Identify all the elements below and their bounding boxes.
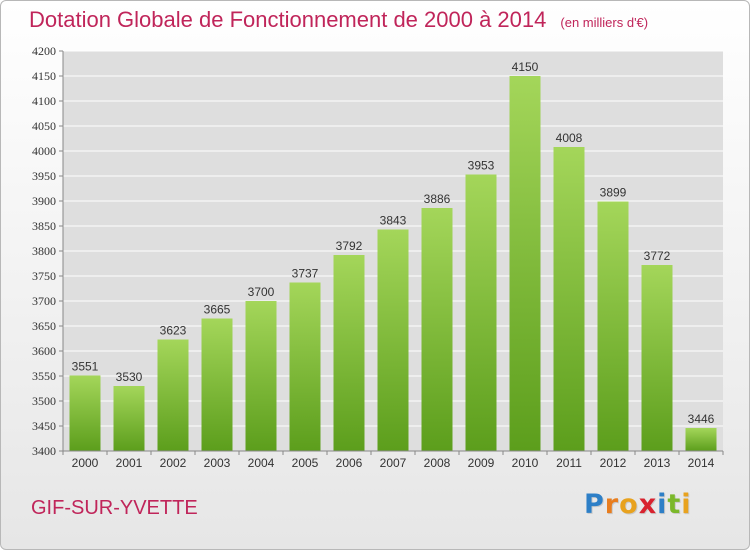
bar-2005 [289,282,321,451]
bar-2014 [685,428,717,451]
x-tick-label: 2011 [556,456,582,470]
logo-letter: o [619,489,639,520]
y-tick-label: 3650 [32,319,56,333]
x-tick-label: 2014 [688,456,715,470]
bar-value-label: 3551 [72,360,99,374]
y-axis: 3400 3450 3500 3550 3600 3650 3700 3750 3800 3850… [32,44,64,458]
y-tick-label: 3500 [32,394,56,408]
bar-2001 [113,386,145,451]
y-tick-label: 3800 [32,244,56,258]
bar-value-label: 3772 [644,249,671,263]
logo-letter: P [584,489,605,520]
bar-value-label: 3792 [336,239,363,253]
x-tick-label: 2004 [248,456,275,470]
bar-2010 [509,76,541,451]
x-tick-label: 2008 [424,456,451,470]
y-tick-label: 4150 [32,69,56,83]
bar-2000 [69,375,101,451]
y-tick-label: 3950 [32,169,56,183]
y-tick-label: 3700 [32,294,56,308]
bar-2011 [553,147,585,451]
y-tick-label: 3400 [32,444,56,458]
x-axis: 2000 2001 2002 2003 2004 2005 2006 2007 2008 2009… [62,450,724,470]
city-name: GIF-SUR-YVETTE [31,497,198,519]
logo-letter: i [657,489,668,520]
x-tick-label: 2013 [644,456,671,470]
bar-value-label: 3886 [424,192,451,206]
bar-2006 [333,255,365,451]
y-tick-label: 4100 [32,94,56,108]
x-tick-label: 2005 [292,456,319,470]
y-tick-label: 3450 [32,419,56,433]
x-tick-label: 2006 [336,456,363,470]
y-tick-label: 3600 [32,344,56,358]
x-tick-label: 2001 [116,456,143,470]
y-tick-label: 3550 [32,369,56,383]
x-tick-label: 2010 [512,456,539,470]
y-tick-label: 3750 [32,269,56,283]
bar-value-label: 3530 [116,370,143,384]
bar-value-label: 4150 [512,60,539,74]
bar-2003 [201,318,233,451]
bar-value-label: 3446 [688,412,715,426]
chart-unit: (en milliers d'€) [560,15,649,30]
bar-2008 [421,208,453,451]
logo-letter: x [638,489,658,520]
y-tick-label: 3900 [32,194,56,208]
bars: 3551 3530 3623 3665 3700 3737 3792 3843 3886 3953… [69,60,717,451]
logo-letter: t [667,489,682,520]
bar-value-label: 3843 [380,214,407,228]
bar-2004 [245,301,277,451]
x-tick-label: 2003 [204,456,231,470]
chart-title: Dotation Globale de Fonctionnement de 20… [29,7,648,33]
bar-2007 [377,229,409,451]
proxiti-logo: Proxiti [584,489,694,525]
logo-letter: r [604,489,620,520]
y-tick-label: 4000 [32,144,56,158]
bar-value-label: 4008 [556,131,583,145]
x-tick-label: 2007 [380,456,407,470]
bar-value-label: 3623 [160,324,187,338]
logo-letter: i [681,489,692,520]
bar-value-label: 3700 [248,285,275,299]
y-tick-label: 3850 [32,219,56,233]
x-tick-label: 2009 [468,456,495,470]
bar-2012 [597,201,629,451]
bar-value-label: 3899 [600,186,627,200]
bar-value-label: 3737 [292,267,319,281]
bar-value-label: 3953 [468,159,495,173]
bar-2009 [465,174,497,451]
y-tick-label: 4050 [32,119,56,133]
bar-2002 [157,339,189,451]
bar-2013 [641,265,673,451]
bar-value-label: 3665 [204,303,231,317]
x-tick-label: 2002 [160,456,187,470]
x-tick-label: 2012 [600,456,627,470]
x-tick-label: 2000 [72,456,99,470]
y-tick-label: 4200 [32,44,56,58]
chart-title-main: Dotation Globale de Fonctionnement de 20… [29,7,547,32]
